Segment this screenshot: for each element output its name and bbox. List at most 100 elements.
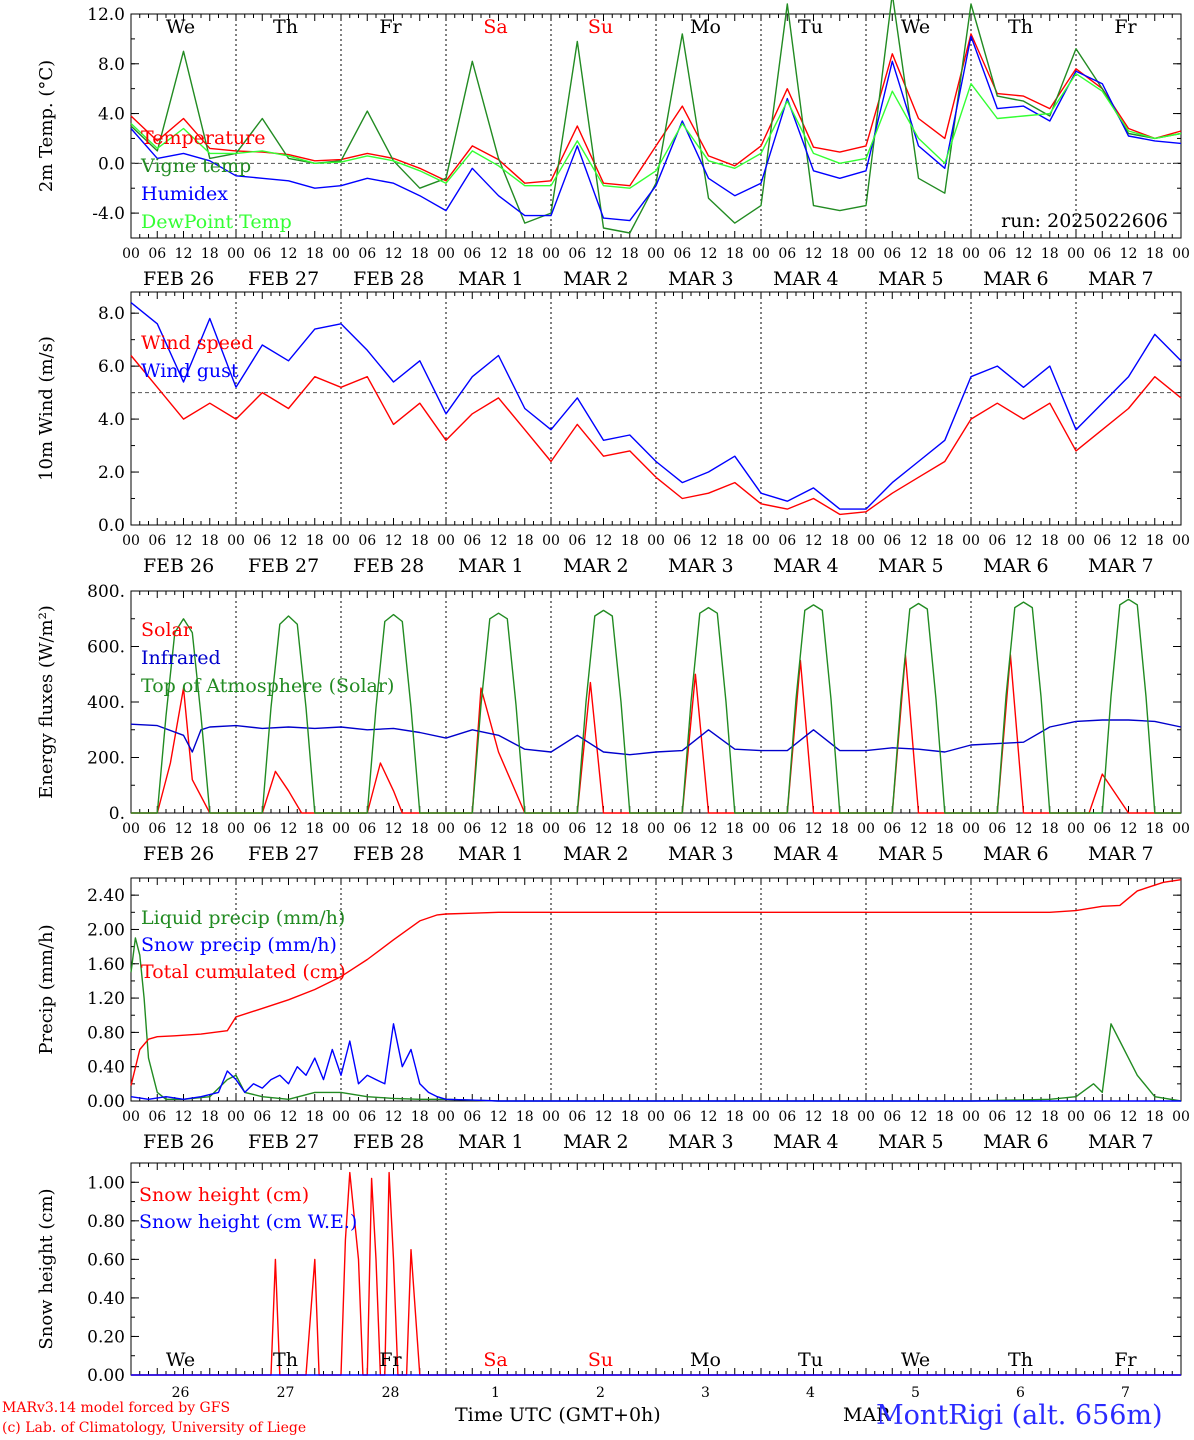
hour-tick-label: 18 [621, 246, 639, 262]
legend-entry: Humidex [141, 183, 228, 205]
hour-tick-label: 18 [306, 246, 324, 262]
hour-tick-label: 06 [988, 821, 1006, 837]
date-label: FEB 27 [248, 1131, 319, 1153]
legend-entry: Solar [141, 619, 193, 641]
hour-tick-label: 00 [1067, 533, 1085, 549]
hour-tick-label: 12 [805, 533, 823, 549]
day-number-label: 27 [277, 1385, 295, 1400]
date-label: MAR 5 [878, 268, 944, 290]
hour-tick-label: 12 [910, 246, 928, 262]
day-number-label: 2 [596, 1385, 605, 1400]
weekday-label: Tu [798, 16, 823, 38]
hour-tick-label: 12 [1015, 246, 1033, 262]
y-tick-label: 4.0 [98, 410, 125, 430]
hour-tick-label: 12 [1120, 533, 1138, 549]
hour-tick-label: 12 [700, 1109, 718, 1125]
weekday-label: We [166, 16, 195, 38]
series-line [130, 35, 1182, 222]
model-credit: MARv3.14 model forced by GFS [2, 1400, 231, 1416]
date-label: MAR 3 [668, 1131, 734, 1153]
day-number-label: 1 [491, 1385, 500, 1400]
hour-tick-label: 06 [253, 246, 271, 262]
weekday-label: Fr [1114, 16, 1137, 38]
hour-tick-label: 00 [437, 821, 455, 837]
hour-tick-label: 00 [227, 821, 245, 837]
panel-snow: 0.00 0.20 0.40 0.60 0.80 1.00 Snow height (cm)… [36, 1162, 1182, 1400]
hour-tick-label: 00 [962, 821, 980, 837]
panel-precip: 0.00 0.40 0.80 1.20 1.60 2.00 2.40 Precip (mm/h… [36, 877, 1190, 1153]
hour-tick-label: 12 [1015, 533, 1033, 549]
hour-tick-label: 00 [1172, 821, 1190, 837]
y-tick-label: 0.80 [87, 1212, 125, 1232]
hour-tick-label: 12 [385, 533, 403, 549]
hour-tick-label: 00 [1172, 246, 1190, 262]
y-tick-label: 6.0 [98, 357, 125, 377]
hour-tick-label: 00 [542, 1109, 560, 1125]
hour-tick-label: 18 [201, 246, 219, 262]
hour-tick-label: 00 [332, 533, 350, 549]
date-label: MAR 2 [563, 268, 629, 290]
hour-tick-label: 06 [358, 1109, 376, 1125]
date-label: MAR 6 [983, 843, 1049, 865]
series-line [130, 0, 1182, 234]
legend-entry: Snow height (cm) [139, 1184, 309, 1206]
date-label: FEB 26 [143, 555, 214, 577]
hour-tick-label: 06 [568, 821, 586, 837]
y-tick-label: 12.0 [87, 5, 125, 25]
hour-tick-label: 12 [805, 821, 823, 837]
hour-tick-label: 18 [411, 821, 429, 837]
weekday-label: We [901, 1349, 930, 1371]
date-label: MAR 6 [983, 268, 1049, 290]
date-label: MAR 1 [458, 555, 524, 577]
hour-tick-label: 00 [962, 1109, 980, 1125]
y-axis-label: 2m Temp. (°C) [36, 60, 57, 192]
y-tick-label: 0.40 [87, 1289, 125, 1309]
y-tick-label: 1.20 [87, 989, 125, 1009]
hour-tick-label: 00 [857, 1109, 875, 1125]
hour-tick-label: 06 [463, 1109, 481, 1125]
hour-tick-label: 00 [962, 533, 980, 549]
hour-tick-label: 06 [253, 821, 271, 837]
hour-tick-label: 12 [1120, 821, 1138, 837]
weekday-label: Mo [690, 1349, 721, 1371]
hour-tick-label: 00 [542, 533, 560, 549]
hour-tick-label: 06 [253, 1109, 271, 1125]
hour-tick-label: 00 [122, 246, 140, 262]
y-tick-label: 0.40 [87, 1058, 125, 1078]
date-label: FEB 26 [143, 1131, 214, 1153]
date-label: MAR 3 [668, 843, 734, 865]
hour-tick-label: 00 [122, 821, 140, 837]
legend-entry: Snow precip (mm/h) [141, 934, 337, 956]
hour-tick-label: 00 [647, 246, 665, 262]
hour-tick-label: 06 [778, 246, 796, 262]
date-label: MAR 4 [773, 843, 839, 865]
weekday-label: Fr [379, 1349, 402, 1371]
date-label: FEB 28 [353, 268, 424, 290]
hour-tick-label: 00 [857, 821, 875, 837]
series-line [131, 1171, 1181, 1376]
hour-tick-label: 00 [437, 1109, 455, 1125]
legend-entry: Total cumulated (cm) [141, 961, 346, 983]
y-tick-label: 0.20 [87, 1327, 125, 1347]
hour-tick-label: 18 [516, 246, 534, 262]
hour-tick-label: 12 [280, 533, 298, 549]
hour-tick-label: 06 [1093, 1109, 1111, 1125]
hour-tick-label: 12 [490, 821, 508, 837]
hour-tick-label: 18 [831, 1109, 849, 1125]
y-tick-label: 0.80 [87, 1023, 125, 1043]
hour-tick-label: 00 [332, 246, 350, 262]
y-tick-label: 2.00 [87, 920, 125, 940]
panel-flux: 0. 200. 400. 600. 800. Energy fluxes (W/m²) So… [36, 582, 1190, 865]
hour-tick-label: 00 [1067, 821, 1085, 837]
hour-tick-label: 06 [568, 246, 586, 262]
date-label: MAR 5 [878, 1131, 944, 1153]
legend-entry: Vigne temp [140, 155, 251, 177]
day-number-label: 6 [1016, 1385, 1025, 1400]
hour-tick-label: 18 [306, 821, 324, 837]
date-label: MAR 7 [1088, 1131, 1154, 1153]
day-number-label: 28 [382, 1385, 400, 1400]
y-tick-label: 0.60 [87, 1250, 125, 1270]
hour-tick-label: 06 [778, 821, 796, 837]
weekday-label: Th [1008, 16, 1033, 38]
hour-tick-label: 18 [201, 533, 219, 549]
